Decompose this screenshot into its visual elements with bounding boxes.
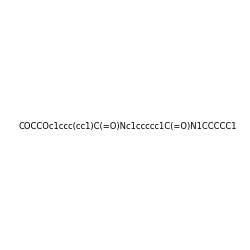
Text: COCCOc1ccc(cc1)C(=O)Nc1ccccc1C(=O)N1CCCCC1: COCCOc1ccc(cc1)C(=O)Nc1ccccc1C(=O)N1CCCC… xyxy=(19,122,238,131)
